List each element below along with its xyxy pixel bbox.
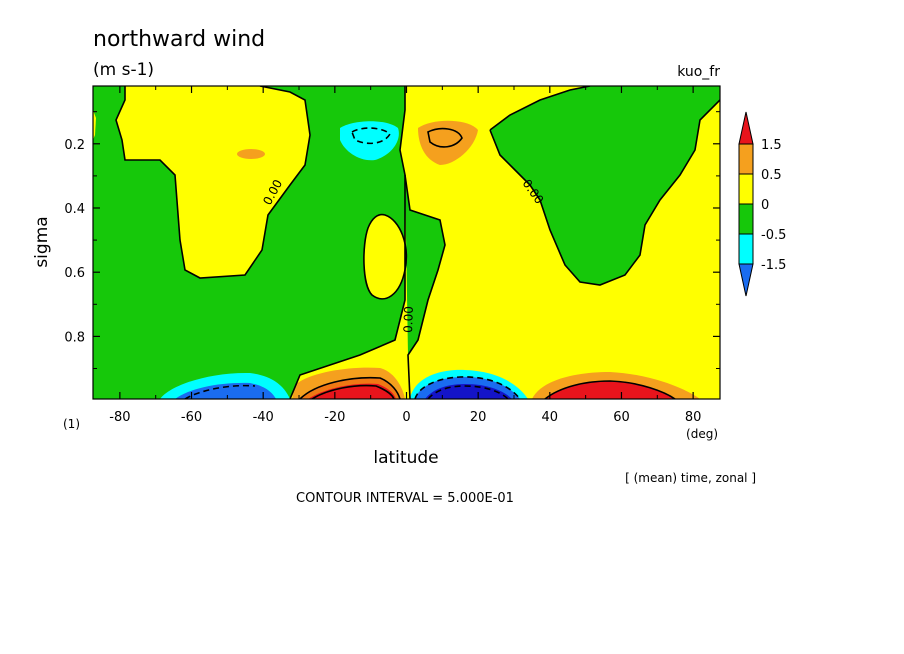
contour-upper-cyan-dashed (351, 127, 392, 145)
fill-positive-oval (363, 214, 407, 299)
x-tick-label: 60 (613, 410, 630, 425)
colorbar-segment (738, 143, 754, 175)
zero-contour-labels: 0.00 0.00 0.00 (260, 177, 546, 333)
colorbar-max-arrow (738, 111, 754, 145)
chart-units: (m s-1) (93, 60, 154, 80)
contour-interval: CONTOUR INTERVAL = 5.000E-01 (296, 491, 514, 506)
contour-zero-mid (404, 174, 446, 399)
fill-positive-small-left (93, 110, 96, 140)
contour-bottom-right-dashed-2 (427, 385, 509, 399)
contour-zero-oval (363, 213, 408, 300)
x-unit-label: (deg) (686, 427, 718, 441)
colorbar-label: 0 (761, 198, 769, 213)
fill-positive-upper-orange (418, 120, 478, 165)
fill-negative-mid (405, 175, 445, 355)
contour-zero-right (489, 86, 720, 286)
x-tick-label: 40 (542, 410, 559, 425)
dataset-label: kuo_fr (677, 64, 720, 80)
plot-area (93, 86, 720, 399)
contour-bottom-left-dashed (184, 384, 256, 399)
x-axis-label: latitude (373, 448, 438, 468)
contour-bottom-mid-1 (299, 376, 401, 399)
colorbar-segment (738, 233, 754, 265)
x-tick-label: -20 (324, 410, 345, 425)
contour-zero-equator (289, 86, 406, 399)
y-tick-label: 0.4 (64, 202, 85, 217)
x-tick-label: -40 (253, 410, 274, 425)
contour-lines (115, 86, 720, 399)
y-axis-label: sigma (32, 216, 52, 267)
axis-ticks: -80 -60 -40 -20 0 20 40 60 80 0.2 0.4 0.6 0.8 (64, 86, 720, 425)
colorbar: 1.5 0.5 0 -0.5 -1.5 (738, 111, 786, 297)
fill-negative-left (93, 86, 405, 399)
averaging-note: [ (mean) time, zonal ] (625, 471, 756, 485)
colorbar-label: 1.5 (761, 138, 782, 153)
fill-positive-bottom-mid-3 (308, 383, 396, 399)
x-tick-label: 80 (685, 410, 702, 425)
contour-bottom-far-right (544, 380, 676, 399)
colorbar-label: 0.5 (761, 168, 782, 183)
fill-negative-bottom-left-2 (175, 382, 276, 399)
x-tick-label: -60 (181, 410, 202, 425)
panel-label: (1) (63, 417, 80, 431)
y-tick-label: 0.2 (64, 138, 85, 153)
contour-upper-orange (427, 127, 463, 148)
y-tick-label: 0.6 (64, 266, 85, 281)
colorbar-label: -1.5 (761, 258, 786, 273)
fill-negative-right (490, 86, 720, 285)
colorbar-segment (738, 203, 754, 235)
x-tick-label: 0 (402, 410, 410, 425)
fill-positive-bottom-right-2 (545, 381, 675, 399)
x-tick-label: 20 (470, 410, 487, 425)
contour-zero-left (115, 86, 311, 279)
contour-label-equator: 0.00 (401, 306, 416, 333)
y-tick-label: 0.8 (64, 330, 85, 345)
contour-bottom-mid-2 (311, 384, 395, 399)
x-tick-label: -80 (109, 410, 130, 425)
colorbar-min-arrow (738, 263, 754, 297)
chart-title: northward wind (93, 27, 265, 52)
fill-positive-spot-left (237, 149, 265, 159)
colorbar-label: -0.5 (761, 228, 786, 243)
colorbar-segment (738, 173, 754, 205)
contour-bottom-right-dashed (414, 376, 521, 399)
